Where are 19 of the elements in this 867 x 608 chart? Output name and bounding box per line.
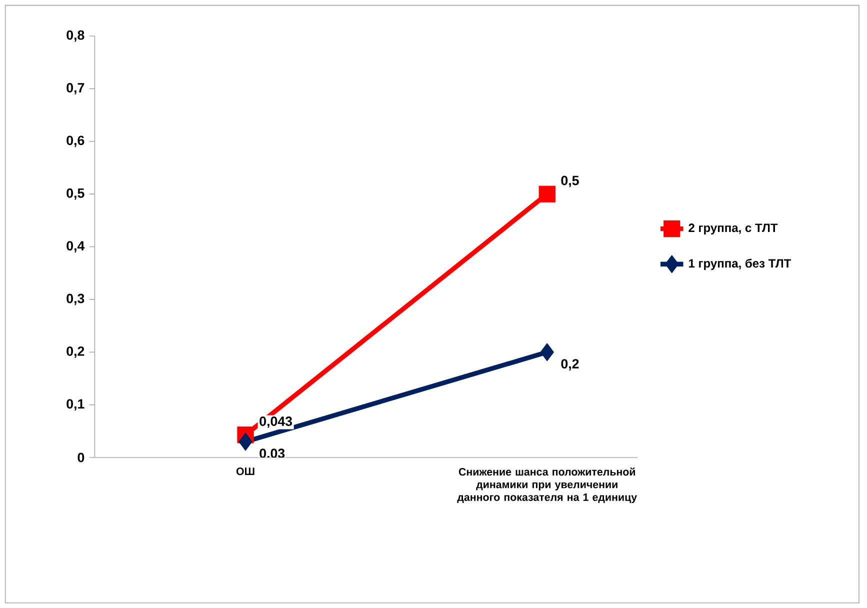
data-label: 0,2 xyxy=(561,358,579,370)
x-tick-label: ОШ xyxy=(236,467,254,476)
x-tick-label: Снижение шанса положительной динамики при увеличении данного показателя на 1 единицу xyxy=(457,467,637,503)
y-tick-label: 0 xyxy=(78,452,84,462)
point xyxy=(538,186,556,202)
point xyxy=(540,343,554,362)
y-tick-label: 0,6 xyxy=(66,136,84,147)
y-tick-label: 0,2 xyxy=(66,346,84,358)
legend-label: 1 группа, без ТЛТ xyxy=(689,258,792,270)
data-label: 0,043 xyxy=(260,416,292,428)
y-tick-label: 0,1 xyxy=(66,399,84,410)
y-tick-label: 0,4 xyxy=(66,240,85,252)
y-tick-label: 0,3 xyxy=(66,294,84,306)
data-label: 0,5 xyxy=(561,176,579,188)
y-tick-label: 0,5 xyxy=(66,188,84,200)
point xyxy=(238,432,252,451)
y-tick-label: 0,8 xyxy=(66,30,84,42)
legend-label: 2 группа, с ТЛТ xyxy=(688,223,778,234)
y-tick-label: 0,7 xyxy=(66,82,84,94)
